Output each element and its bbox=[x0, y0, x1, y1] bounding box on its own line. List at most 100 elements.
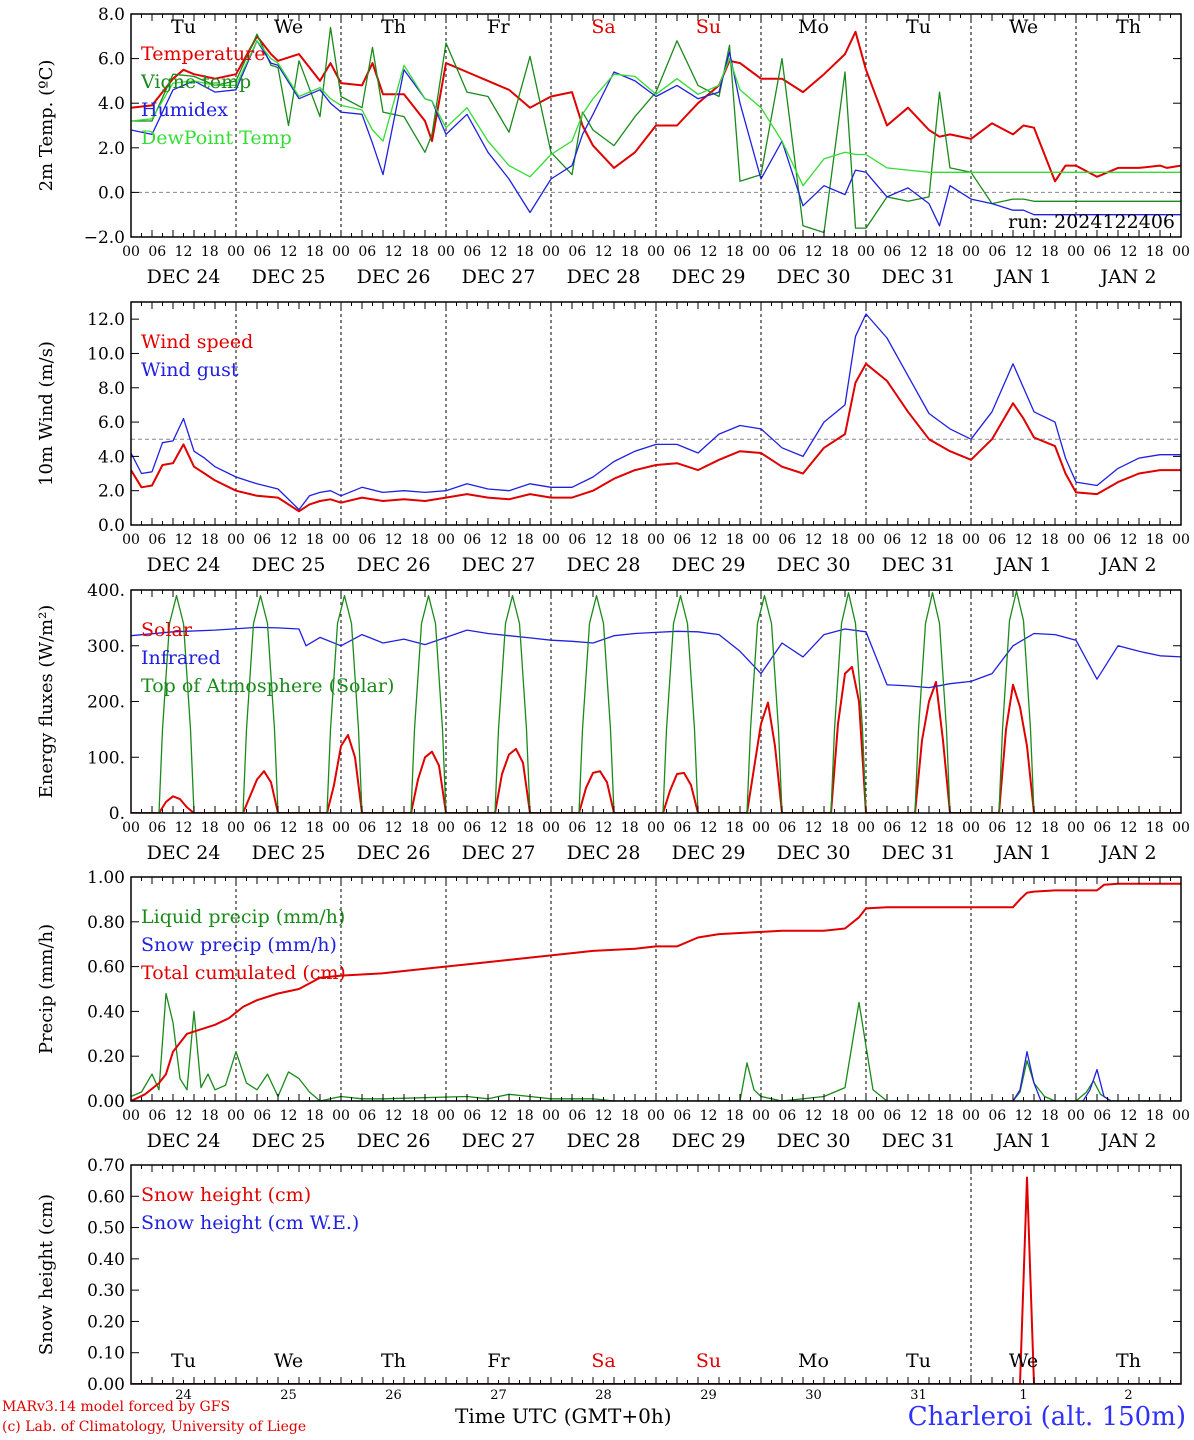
x-tick-label: 12 bbox=[1120, 532, 1138, 548]
weekday-label: Th bbox=[381, 1350, 406, 1372]
x-tick-label: 06 bbox=[568, 532, 586, 548]
x-tick-label: 18 bbox=[1146, 244, 1164, 260]
x-tick-label: 06 bbox=[148, 532, 166, 548]
x-tick-label: 12 bbox=[280, 532, 298, 548]
y-tick-label: 100. bbox=[87, 748, 125, 768]
date-label: DEC 30 bbox=[777, 1130, 851, 1152]
legend-entry: DewPoint Temp bbox=[141, 127, 292, 149]
x-tick-label: 00 bbox=[542, 532, 560, 548]
credit-model: MARv3.14 model forced by GFS bbox=[2, 1399, 231, 1415]
x-tick-label: 06 bbox=[778, 820, 796, 836]
panel-5: 0.00 0.10 0.20 0.30 0.40 0.50 0.60 0.70 Snow hei… bbox=[36, 1156, 1182, 1395]
x-tick-label: 18 bbox=[306, 1108, 324, 1124]
x-tick-label: 06 bbox=[253, 532, 271, 548]
x-tick-label: 18 bbox=[306, 820, 324, 836]
y-tick-label: 0.50 bbox=[87, 1219, 125, 1239]
x-tick-label: 18 bbox=[831, 532, 849, 548]
x-tick-label: 12 bbox=[1120, 244, 1138, 260]
x-tick-label: 12 bbox=[910, 532, 928, 548]
weekday-label: Su bbox=[696, 16, 721, 38]
weekday-label: Tu bbox=[906, 1350, 931, 1372]
x-tick-label: 00 bbox=[437, 820, 455, 836]
x-tick-label: 18 bbox=[726, 244, 744, 260]
x-axis-title: Time UTC (GMT+0h) bbox=[455, 1404, 672, 1428]
x-tick-label: 18 bbox=[936, 1108, 954, 1124]
x-tick-label: 18 bbox=[201, 1108, 219, 1124]
y-tick-label: 300. bbox=[87, 637, 125, 657]
y-axis-label: Energy fluxes (W/m²) bbox=[36, 605, 57, 799]
y-tick-label: 4.0 bbox=[98, 94, 125, 114]
legend-entry: Snow height (cm) bbox=[141, 1184, 311, 1206]
x-tick-label: 00 bbox=[122, 244, 140, 260]
date-label: JAN 1 bbox=[993, 1130, 1051, 1152]
x-tick-label: 00 bbox=[227, 820, 245, 836]
y-tick-label: −2.0 bbox=[84, 228, 125, 248]
x-tick-label: 00 bbox=[752, 244, 770, 260]
date-label: DEC 24 bbox=[147, 842, 221, 864]
date-label: DEC 26 bbox=[357, 1130, 431, 1152]
weekday-label: Sa bbox=[591, 1350, 615, 1372]
date-label: DEC 26 bbox=[357, 554, 431, 576]
date-label: DEC 28 bbox=[567, 554, 641, 576]
y-axis-label: Precip (mm/h) bbox=[36, 924, 57, 1054]
x-tick-label: 18 bbox=[411, 532, 429, 548]
date-label: DEC 27 bbox=[462, 842, 536, 864]
date-label: DEC 27 bbox=[462, 1130, 536, 1152]
legend-entry: Wind gust bbox=[141, 359, 239, 381]
x-tick-label: 06 bbox=[673, 1108, 691, 1124]
x-tick-label: 00 bbox=[857, 820, 875, 836]
x-tick-label: 00 bbox=[122, 1108, 140, 1124]
y-tick-label: 1.00 bbox=[87, 868, 125, 888]
x-tick-label: 00 bbox=[332, 820, 350, 836]
x-tick-label: 06 bbox=[673, 820, 691, 836]
x-tick-label: 00 bbox=[1172, 820, 1190, 836]
x-tick-label: 06 bbox=[883, 244, 901, 260]
y-tick-label: 0.70 bbox=[87, 1156, 125, 1176]
x-tick-label: 18 bbox=[1041, 244, 1059, 260]
series-line bbox=[131, 26, 1181, 234]
weekday-label: We bbox=[1009, 16, 1038, 38]
x-tick-label: 12 bbox=[280, 1108, 298, 1124]
y-tick-label: 200. bbox=[87, 693, 125, 713]
x-tick-label: 06 bbox=[463, 1108, 481, 1124]
x-tick-label: 12 bbox=[490, 532, 508, 548]
y-tick-label: 400. bbox=[87, 581, 125, 601]
x-tick-label: 06 bbox=[253, 244, 271, 260]
x-tick-label: 06 bbox=[148, 820, 166, 836]
x-tick-label: 06 bbox=[253, 1108, 271, 1124]
x-tick-label: 00 bbox=[122, 820, 140, 836]
y-tick-label: 0.00 bbox=[87, 1092, 125, 1112]
series-line bbox=[131, 882, 1181, 1101]
y-tick-label: 0.30 bbox=[87, 1281, 125, 1301]
x-tick-label: 12 bbox=[805, 244, 823, 260]
x-tick-label: 06 bbox=[883, 1108, 901, 1124]
x-tick-label: 06 bbox=[358, 1108, 376, 1124]
day-number: 31 bbox=[910, 1388, 927, 1403]
date-label: DEC 24 bbox=[147, 554, 221, 576]
x-tick-label: 00 bbox=[122, 532, 140, 548]
weekday-label: Tu bbox=[171, 1350, 196, 1372]
x-tick-label: 06 bbox=[568, 244, 586, 260]
x-tick-label: 18 bbox=[1146, 820, 1164, 836]
x-tick-label: 12 bbox=[1015, 244, 1033, 260]
x-tick-label: 00 bbox=[962, 532, 980, 548]
x-tick-label: 06 bbox=[358, 532, 376, 548]
legend-entry: Snow precip (mm/h) bbox=[141, 934, 337, 956]
weekday-label: Tu bbox=[906, 16, 931, 38]
date-label: DEC 26 bbox=[357, 266, 431, 288]
date-label: JAN 2 bbox=[1098, 266, 1156, 288]
legend-entry: Top of Atmosphere (Solar) bbox=[141, 675, 394, 697]
x-tick-label: 06 bbox=[673, 532, 691, 548]
series-line bbox=[131, 1176, 1181, 1384]
x-tick-label: 00 bbox=[857, 532, 875, 548]
x-tick-label: 18 bbox=[201, 820, 219, 836]
date-label: JAN 2 bbox=[1098, 842, 1156, 864]
x-tick-label: 06 bbox=[568, 1108, 586, 1124]
x-tick-label: 18 bbox=[1146, 1108, 1164, 1124]
x-tick-label: 00 bbox=[857, 244, 875, 260]
y-tick-label: 2.0 bbox=[98, 139, 125, 159]
date-label: DEC 30 bbox=[777, 266, 851, 288]
x-tick-label: 00 bbox=[332, 1108, 350, 1124]
x-tick-label: 00 bbox=[752, 820, 770, 836]
x-tick-label: 18 bbox=[411, 1108, 429, 1124]
